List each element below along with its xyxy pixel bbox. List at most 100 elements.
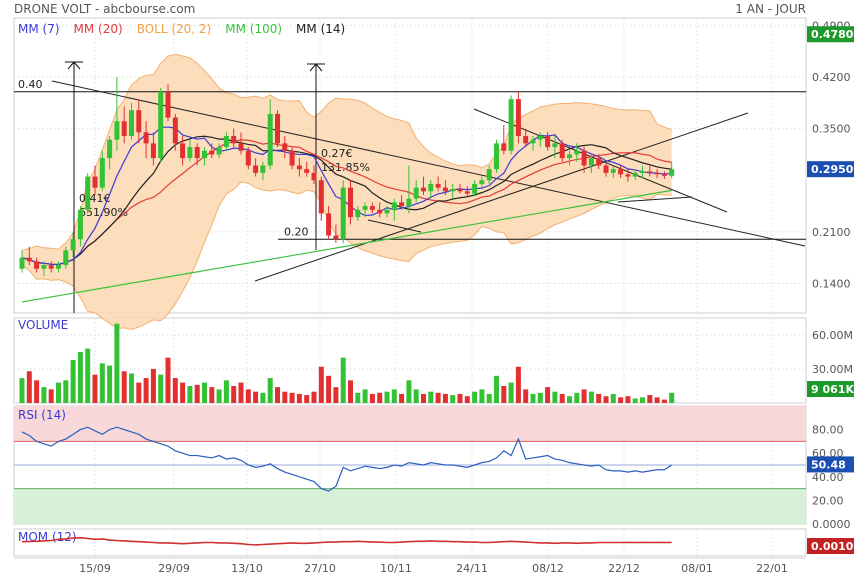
rsi-tick-label: 0.0000 bbox=[812, 518, 851, 531]
volume-bar bbox=[26, 371, 32, 403]
candle-body bbox=[494, 143, 499, 170]
price-last-badge-text: 0.2950 bbox=[811, 163, 854, 176]
x-tick-label: 13/10 bbox=[231, 562, 263, 575]
candle-body bbox=[304, 169, 310, 173]
candle-body bbox=[632, 172, 638, 177]
candle-body bbox=[530, 139, 536, 144]
volume-bar bbox=[640, 397, 645, 403]
volume-bar bbox=[472, 391, 478, 403]
x-tick-label: 10/11 bbox=[380, 562, 412, 575]
volume-bar bbox=[442, 393, 448, 403]
price-last-badge bbox=[807, 161, 854, 178]
candle-body bbox=[129, 110, 134, 136]
volume-bar bbox=[399, 393, 405, 403]
ma20-line bbox=[21, 139, 672, 266]
price-tick-label: 0.4200 bbox=[812, 71, 851, 84]
candle-body bbox=[348, 187, 353, 218]
volume-bar bbox=[552, 391, 558, 403]
volume-bar bbox=[661, 399, 667, 403]
volume-bar bbox=[92, 374, 98, 403]
candle-body bbox=[99, 158, 105, 188]
volume-bar bbox=[603, 396, 609, 403]
panel-frame-3 bbox=[13, 528, 807, 557]
candle-body bbox=[413, 187, 419, 199]
candle-body bbox=[362, 206, 368, 210]
candle-body bbox=[581, 150, 587, 166]
volume-bar bbox=[530, 393, 536, 403]
volume-bar bbox=[180, 382, 186, 403]
volume-bar bbox=[223, 380, 229, 403]
volume-bar bbox=[56, 382, 61, 403]
legend-item: MM (14) bbox=[296, 22, 345, 36]
candle-body bbox=[231, 136, 237, 144]
candle-body bbox=[56, 265, 61, 269]
volume-bar bbox=[194, 384, 200, 403]
x-tick-label: 22/01 bbox=[756, 562, 788, 575]
volume-last-badge-text: 9 061K bbox=[811, 383, 854, 396]
candle-body bbox=[464, 191, 470, 194]
mom-panel-label: MOM (12) bbox=[18, 530, 77, 544]
volume-bar bbox=[574, 392, 580, 403]
volume-bar bbox=[435, 392, 441, 403]
bollinger-lower-line bbox=[21, 181, 672, 331]
volume-bar bbox=[494, 375, 499, 403]
rsi-tick-label: 80.00 bbox=[812, 424, 844, 437]
volume-bar bbox=[567, 396, 572, 403]
candle-body bbox=[486, 169, 492, 181]
volume-bar bbox=[610, 393, 616, 403]
volume-bar bbox=[304, 395, 310, 403]
candle-body bbox=[596, 158, 602, 166]
volume-tick-label: 30.00M bbox=[812, 363, 853, 376]
candle-body bbox=[567, 154, 572, 159]
candle-body bbox=[318, 180, 324, 214]
rsi-oversold-zone bbox=[14, 488, 806, 524]
candle-body bbox=[333, 235, 339, 240]
candle-body bbox=[158, 91, 164, 159]
candle-body bbox=[216, 147, 222, 155]
volume-bar bbox=[391, 389, 397, 403]
volume-bar bbox=[165, 357, 171, 403]
volume-bar bbox=[311, 391, 317, 403]
volume-bar bbox=[289, 392, 295, 403]
candle-body bbox=[253, 165, 259, 173]
gain-percent-label-1: 651.90% bbox=[79, 206, 128, 219]
price-tick-label: 0.1400 bbox=[812, 278, 851, 291]
volume-bar bbox=[413, 389, 419, 403]
volume-bar bbox=[647, 395, 653, 403]
volume-bar bbox=[70, 359, 76, 403]
volume-bar bbox=[150, 369, 156, 403]
candle-body bbox=[143, 132, 149, 144]
rsi-tick-label: 20.00 bbox=[812, 494, 844, 507]
volume-bar bbox=[85, 348, 91, 403]
candle-body bbox=[355, 209, 361, 218]
volume-bar bbox=[501, 386, 507, 403]
candle-body bbox=[450, 189, 456, 192]
rsi-last-badge-text: 50.48 bbox=[811, 458, 846, 471]
candle-body bbox=[472, 183, 478, 194]
trend-line bbox=[254, 112, 749, 282]
candle-body bbox=[92, 176, 98, 188]
candle-body bbox=[574, 150, 580, 155]
x-tick-label: 29/09 bbox=[158, 562, 190, 575]
price-tick-label: 0.3500 bbox=[812, 123, 851, 136]
candle-body bbox=[194, 147, 200, 159]
candle-body bbox=[457, 189, 463, 192]
candle-body bbox=[260, 165, 266, 173]
x-tick-label: 24/11 bbox=[456, 562, 488, 575]
candle-body bbox=[428, 183, 434, 192]
volume-bar bbox=[129, 373, 134, 403]
measure-arrow-2-head bbox=[309, 63, 323, 72]
volume-bar bbox=[77, 352, 83, 403]
candle-body bbox=[172, 117, 178, 144]
candle-body bbox=[603, 165, 609, 173]
candle-body bbox=[610, 169, 616, 173]
period-label[interactable]: 1 AN - JOUR bbox=[735, 2, 806, 16]
volume-bar bbox=[369, 393, 375, 403]
volume-bar bbox=[143, 378, 149, 403]
volume-bar bbox=[450, 395, 456, 403]
candle-body bbox=[421, 187, 426, 192]
volume-last-badge bbox=[807, 381, 854, 397]
volume-bar bbox=[136, 382, 142, 403]
volume-bar bbox=[275, 387, 280, 403]
